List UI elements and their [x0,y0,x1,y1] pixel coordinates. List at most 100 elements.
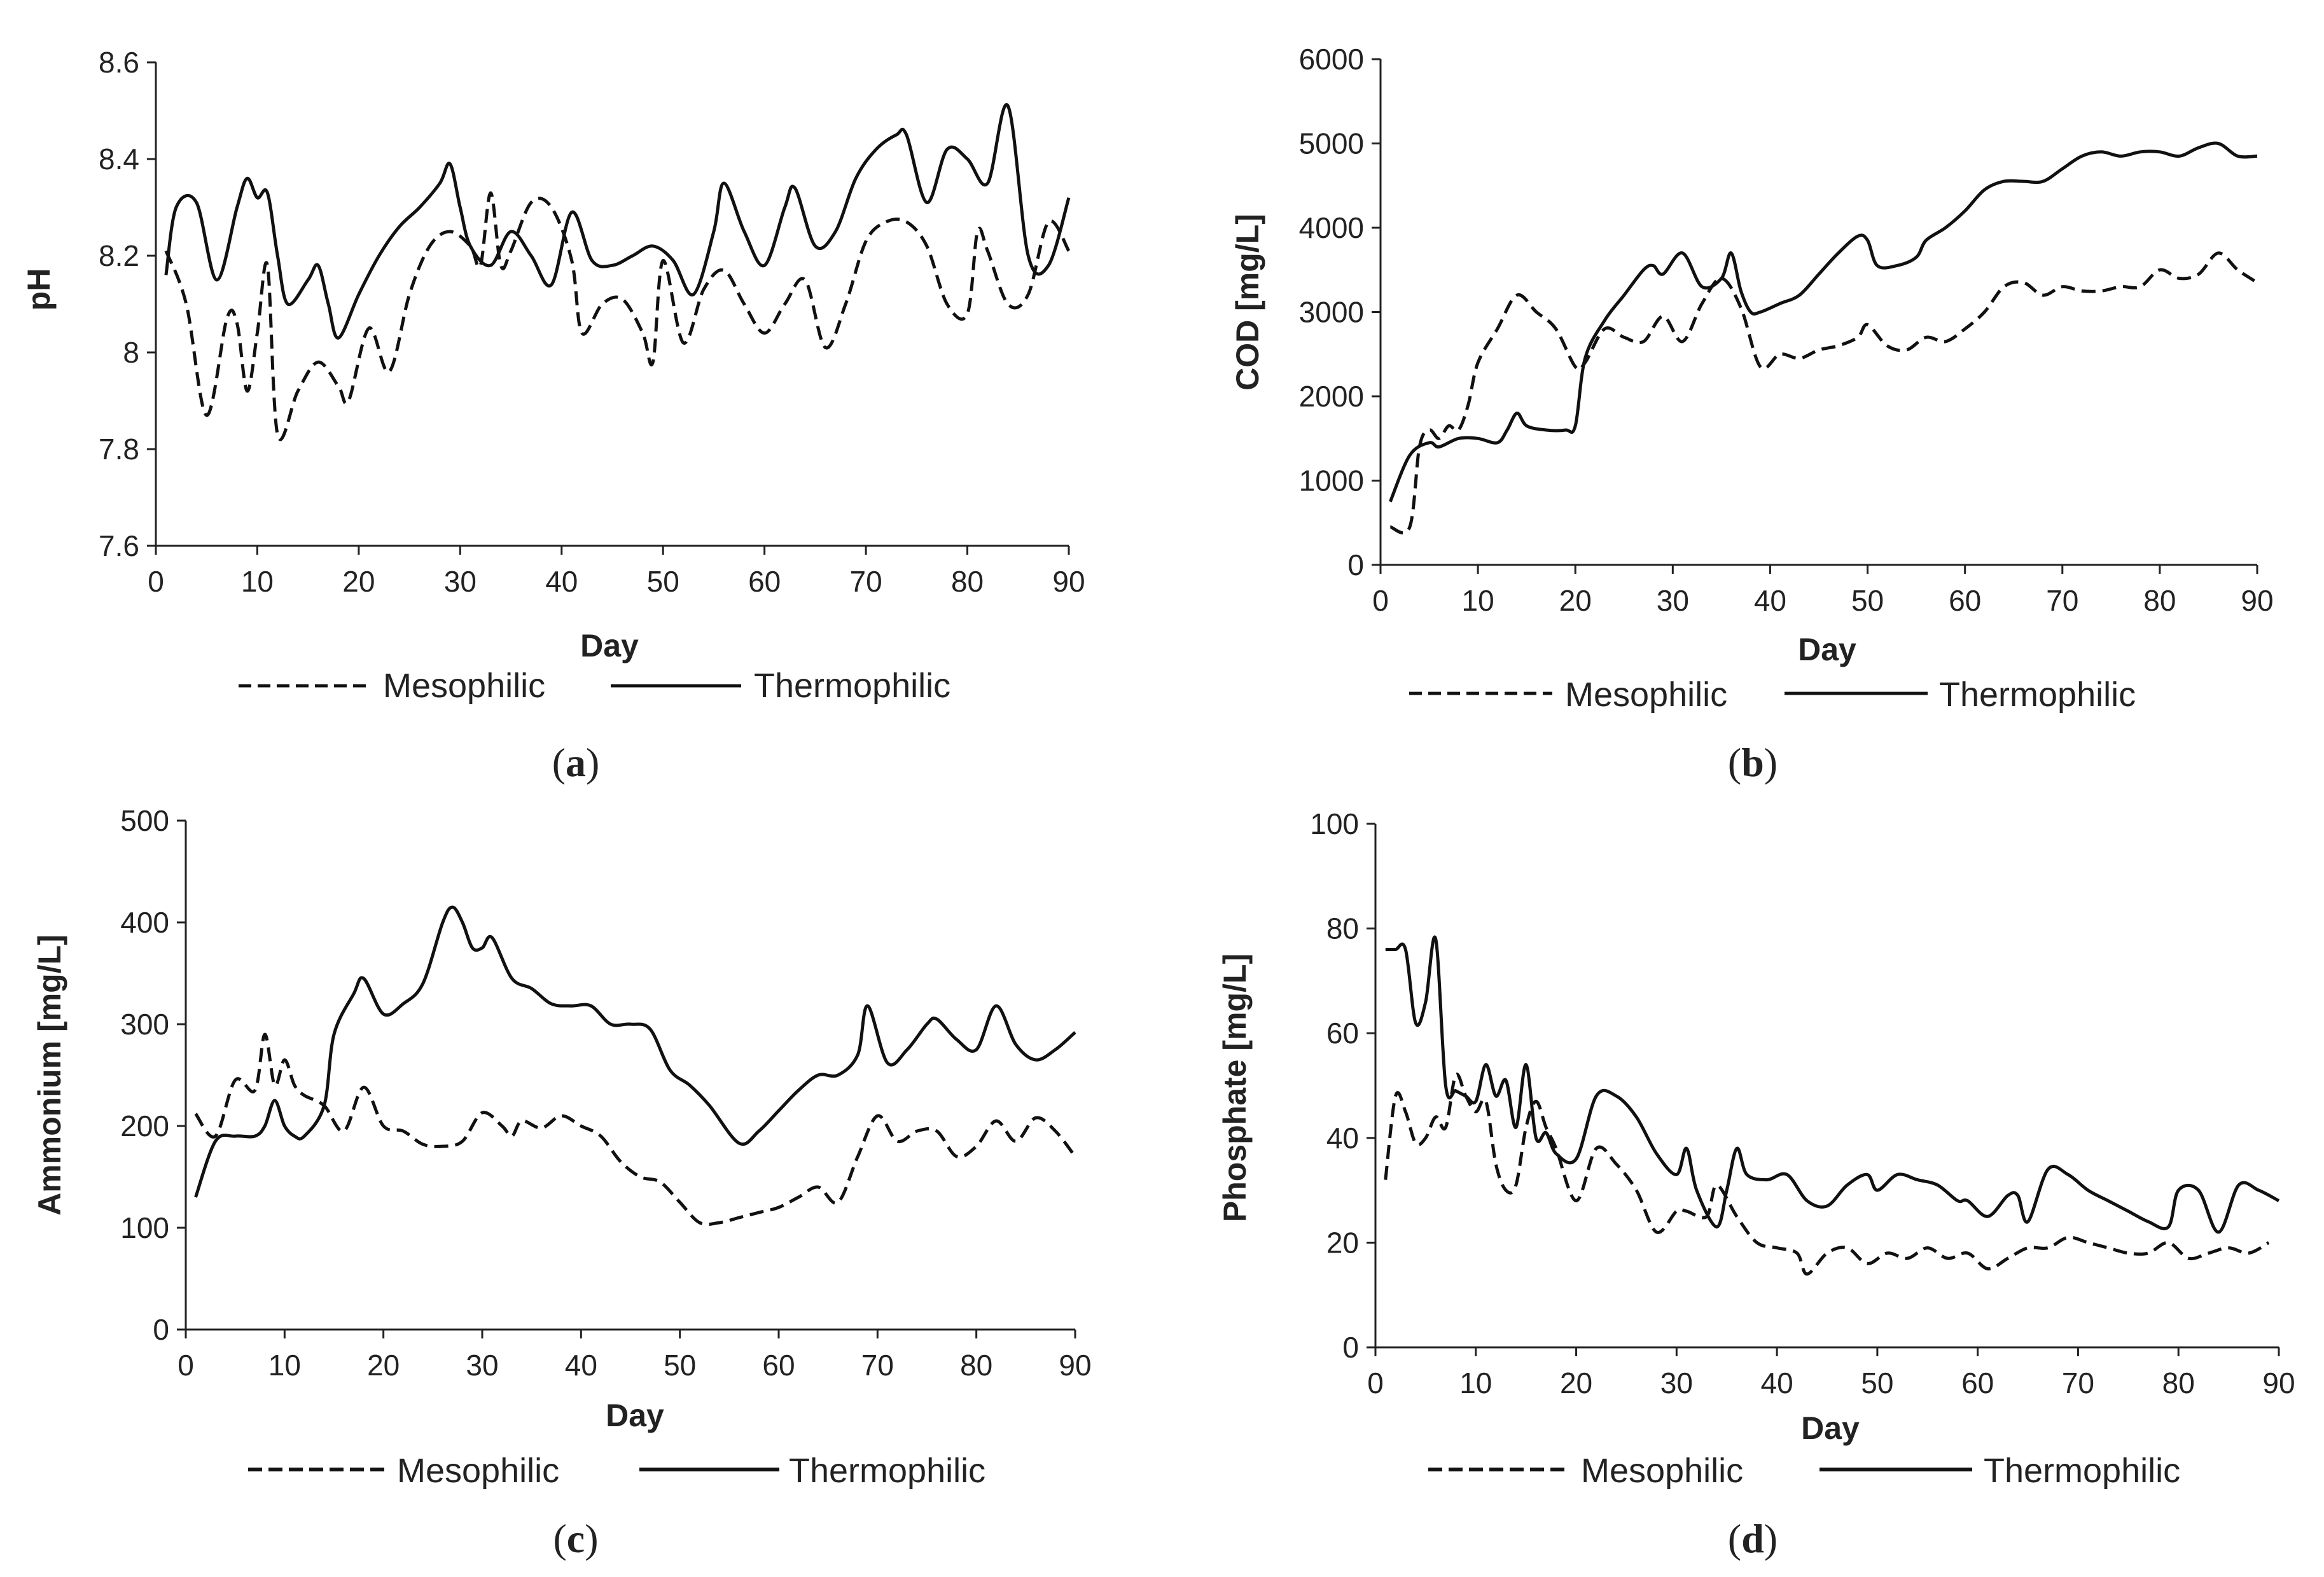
panel-c-ytick-label: 100 [120,1211,169,1244]
panel-b-ytick-label: 4000 [1299,211,1364,244]
panel-b-xtick-label: 40 [1754,584,1786,617]
panel-b-legend-mesophilic-label: Mesophilic [1565,676,1727,714]
panel-a-xtick-label: 40 [545,565,578,598]
panel-b-legend-thermophilic-label: Thermophilic [1939,676,2136,714]
panel-a-xtick-label: 90 [1052,565,1085,598]
panel-a-xtick-label: 0 [148,565,164,598]
panel-a-series-mesophilic [164,191,1071,441]
panel-a-xtick-label: 60 [748,565,781,598]
panel-b-label: (b) [1728,740,1778,785]
panel-d-ytick-label: 100 [1310,807,1359,840]
panel-d-xtick-label: 80 [2162,1366,2195,1400]
panel-b-xtick-label: 50 [1851,584,1884,617]
panel-b-xtick-label: 60 [1949,584,1981,617]
panel-c-legend-mesophilic-label: Mesophilic [397,1452,559,1490]
panel-b-ylabel: COD [mg/L] [1230,214,1265,391]
panel-b-series-thermophilic [1388,141,2258,503]
panel-c-ytick-label: 0 [153,1313,169,1346]
panel-c-xtick-label: 30 [466,1349,498,1382]
panel-d-xtick-label: 10 [1459,1366,1492,1400]
panel-c-ylabel: Ammonium [mg/L] [32,934,67,1216]
panel-d-legend: Mesophilic Thermophilic [1428,1452,2180,1490]
panel-c-label: (c) [553,1516,598,1561]
panel-d-axes: 0 20 40 60 80 100 0 10 20 30 40 50 60 70 80 90 [1310,807,2295,1400]
panel-c-xtick-label: 60 [762,1349,795,1382]
panel-a-ytick-label: 7.6 [99,529,139,562]
panel-b-ytick-label: 0 [1347,548,1364,581]
panel-a-label: (a) [552,740,600,785]
panel-d-xtick-label: 90 [2262,1366,2295,1400]
panel-d-ytick-label: 40 [1326,1122,1359,1155]
panel-a-ytick-label: 7.8 [99,433,139,466]
panel-c-xtick-label: 90 [1059,1349,1091,1382]
panel-a-ytick-label: 8.4 [99,142,139,176]
panel-b-ytick-label: 3000 [1299,296,1364,329]
panel-d-xtick-label: 30 [1660,1366,1693,1400]
panel-a-ytick-label: 8.6 [99,46,139,79]
panel-c-xtick-label: 0 [177,1349,194,1382]
panel-d-series-thermophilic [1385,935,2280,1234]
panel-d-series-mesophilic [1384,1073,2270,1276]
panel-d-series [1384,935,2280,1276]
panel-d: 0 20 40 60 80 100 0 10 20 30 40 50 60 70 80 90 Phosphat… [1217,807,2295,1561]
panel-b-series-mesophilic [1389,251,2258,535]
panel-b: 0 1000 2000 3000 4000 5000 6000 0 10 20 30 40 50 60 70… [1230,43,2274,785]
panel-b-xlabel: Day [1798,632,1856,667]
panel-a-ylabel: pH [21,268,57,311]
panel-c-axes: 0 100 200 300 400 500 0 10 20 30 40 50 60 70 80 90 [120,804,1091,1382]
panel-d-legend-thermophilic-label: Thermophilic [1984,1452,2180,1490]
panel-b-xtick-label: 30 [1657,584,1689,617]
panel-b-ytick-label: 5000 [1299,127,1364,160]
panel-b-ytick-label: 1000 [1299,464,1364,497]
panel-d-xtick-label: 60 [1961,1366,1994,1400]
panel-d-ytick-label: 80 [1326,912,1359,945]
panel-d-legend-mesophilic-label: Mesophilic [1581,1452,1743,1490]
panel-d-xtick-label: 50 [1861,1366,1893,1400]
panel-a-series-thermophilic [164,102,1071,340]
panel-b-xtick-label: 10 [1462,584,1494,617]
panel-d-xtick-label: 0 [1367,1366,1384,1400]
panel-a-legend-thermophilic-label: Thermophilic [754,667,950,705]
panel-a-series [164,102,1071,441]
panel-a-xtick-label: 30 [444,565,477,598]
panel-b-xtick-label: 0 [1372,584,1389,617]
panel-a-xtick-label: 70 [850,565,882,598]
panel-c-xtick-label: 70 [861,1349,894,1382]
panel-a: 7.6 7.8 8 8.2 8.4 8.6 0 10 20 30 40 50 60 70 80 90 pH D… [21,46,1085,785]
panel-a-ytick-label: 8.2 [99,239,139,272]
panel-c-legend: Mesophilic Thermophilic [248,1452,985,1490]
panel-c-legend-thermophilic-label: Thermophilic [789,1452,985,1490]
panel-c-xtick-label: 10 [268,1349,301,1382]
panel-a-legend-mesophilic-label: Mesophilic [383,667,545,705]
panel-c-series [194,905,1076,1226]
panel-d-ylabel: Phosphate [mg/L] [1217,954,1253,1222]
panel-c-xtick-label: 20 [367,1349,400,1382]
panel-c-xtick-label: 40 [565,1349,597,1382]
panel-d-label: (d) [1728,1516,1778,1561]
panel-b-xtick-label: 20 [1559,584,1592,617]
panel-c-series-mesophilic [194,1032,1076,1226]
panel-c-ytick-label: 200 [120,1109,169,1143]
panel-b-xtick-label: 80 [2143,584,2176,617]
panel-b-axes: 0 1000 2000 3000 4000 5000 6000 0 10 20 30 40 50 60 70… [1299,43,2274,617]
panel-a-legend: Mesophilic Thermophilic [239,667,950,705]
panel-c-series-thermophilic [194,905,1076,1198]
panel-b-ytick-label: 2000 [1299,380,1364,413]
panel-a-xtick-label: 20 [342,565,375,598]
panel-d-ytick-label: 0 [1342,1331,1359,1364]
panel-d-ytick-label: 60 [1326,1017,1359,1050]
panel-a-axes: 7.6 7.8 8 8.2 8.4 8.6 0 10 20 30 40 50 60 70 80 90 [99,46,1085,598]
panel-a-xtick-label: 10 [241,565,274,598]
panel-c: 0 100 200 300 400 500 0 10 20 30 40 50 60 70 80 90 Ammo… [32,804,1092,1561]
panel-b-xtick-label: 90 [2241,584,2273,617]
panel-c-xtick-label: 80 [960,1349,992,1382]
panel-b-legend: Mesophilic Thermophilic [1409,676,2136,714]
panel-d-xtick-label: 70 [2062,1366,2094,1400]
panel-b-series [1388,141,2258,535]
panel-a-xtick-label: 80 [951,565,984,598]
panel-a-xlabel: Day [580,628,639,663]
panel-c-xlabel: Day [606,1398,664,1433]
panel-d-ytick-label: 20 [1326,1226,1359,1259]
panel-b-ytick-label: 6000 [1299,43,1364,76]
